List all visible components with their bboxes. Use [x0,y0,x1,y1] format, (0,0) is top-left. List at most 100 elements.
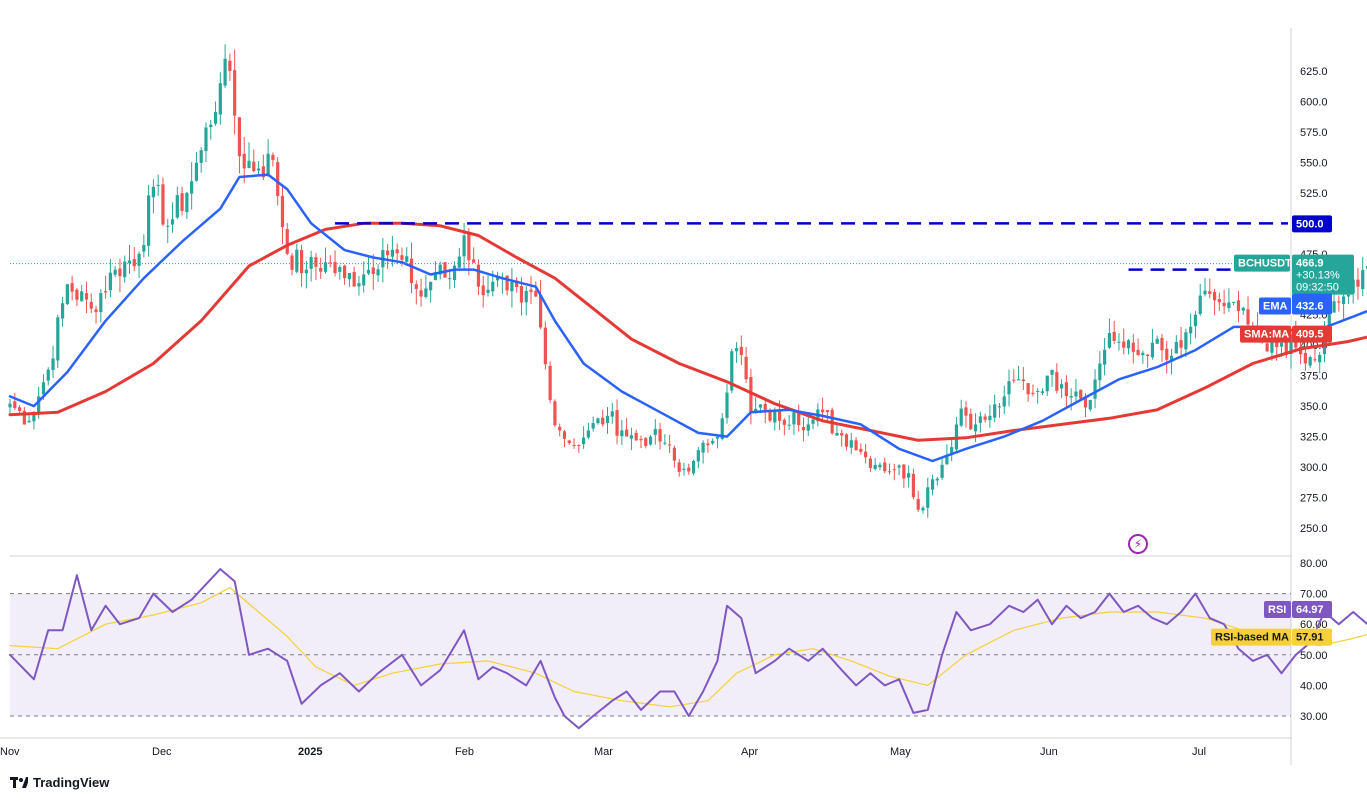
candle-body [782,419,786,425]
candle-body [366,269,371,274]
candle-body [1303,352,1307,364]
candle-body [213,112,218,124]
candle-body [605,415,610,423]
candle-body [190,181,194,194]
candle-body [261,166,265,178]
candle-body [443,262,447,278]
ema-value-tag [1292,297,1332,315]
symbol-tag [1234,254,1290,272]
candle-body [792,412,796,425]
candle-body [309,256,313,269]
candle-body [854,440,858,451]
candle-body [8,403,12,408]
candle-body [1098,363,1102,381]
candle-body [41,382,46,395]
price-tick-label: 500.0 [1300,218,1328,230]
sma-name-tag-text: SMA:MA [1244,329,1289,341]
candle-body [696,450,700,462]
candle-body [409,258,414,284]
candle-body [166,225,170,227]
time-tick-label: Jul [1192,746,1206,758]
candle-body [1103,349,1107,365]
candle-body [299,249,304,274]
candle-body [500,277,504,279]
candle-body [601,417,605,425]
candle-body [1198,295,1202,314]
candle-body [319,268,323,272]
candle-body [1203,290,1207,295]
candle-body [1255,327,1260,333]
candle-body [844,434,849,447]
candle-body [510,281,514,292]
candle-body [1318,354,1322,363]
candle-body [51,358,55,370]
candle-body [419,290,423,297]
candle-body [290,255,294,270]
candle-body [271,154,275,160]
candle-body [84,293,89,300]
candle-body [414,284,418,289]
candle-body [1069,396,1073,398]
price-tick-label: 450.0 [1300,279,1328,291]
candle-body [1342,296,1346,304]
time-tick-label: May [890,746,911,758]
candle-body [467,233,471,261]
candle-body [89,301,93,309]
symbol-legend: Bitcoin Cash / TetherUS · 1D · BINANCE O… [18,36,469,48]
candle-body [1083,396,1088,408]
price-tick-label: 600.0 [1300,96,1328,108]
candle-body [357,283,361,287]
candle-body [80,291,84,302]
candle-body [175,195,179,218]
candle-body [562,431,567,439]
candle-body [1327,314,1331,331]
rsi-tick-label: 30.00 [1300,711,1328,723]
candle-body [1332,301,1336,313]
level-500-tag [1292,215,1332,233]
candle-body [868,458,872,468]
ohlc-values: O462.7 H481.5 L459.9 C466.9 +4.3 (+0.93%… [230,36,469,48]
candle-body [60,303,65,319]
candle-body [295,249,299,272]
candle-body [1308,357,1312,366]
price-tick-label: 250.0 [1300,523,1328,535]
candle-body [161,184,165,225]
candle-body [548,365,552,401]
lightning-icon[interactable]: ⚡ [1128,534,1148,554]
candle-body [849,440,853,448]
candle-body [993,404,997,418]
candle-body [1313,359,1317,361]
candle-body [333,262,337,274]
rsi-tick-label: 50.00 [1300,650,1328,662]
candle-body [457,256,461,268]
candle-body [1117,341,1121,343]
candle-body [940,464,944,478]
ema-name-tag [1259,297,1291,315]
candle-body [797,413,801,425]
tradingview-logo: TradingView [10,775,109,790]
candle-body [1064,382,1068,397]
candle-body [658,429,662,442]
candle-body [1002,396,1006,407]
candle-body [1093,379,1097,399]
rsi-line [9,568,1367,730]
candle-body [840,433,844,436]
candle-body [730,351,734,391]
candle-body [682,468,686,470]
candle-body [754,408,758,412]
candle-body [515,280,519,288]
price-tick-label: 550.0 [1300,157,1328,169]
candle-body [538,295,543,328]
candle-body [429,281,433,291]
candle-body [1026,383,1030,395]
rsi-tick-label: 80.00 [1300,558,1328,570]
currency-selector[interactable]: USDT [1297,34,1355,60]
price-tick-label: 325.0 [1300,432,1328,444]
rsi-ma-name-tag-text: RSI-based MA [1215,632,1289,644]
candle-body [1122,341,1126,348]
candle-body [639,438,643,441]
candle-body [56,317,60,361]
price-tick-label: 425.0 [1300,310,1328,322]
candle-body [777,410,782,421]
candle-body [1112,331,1116,341]
